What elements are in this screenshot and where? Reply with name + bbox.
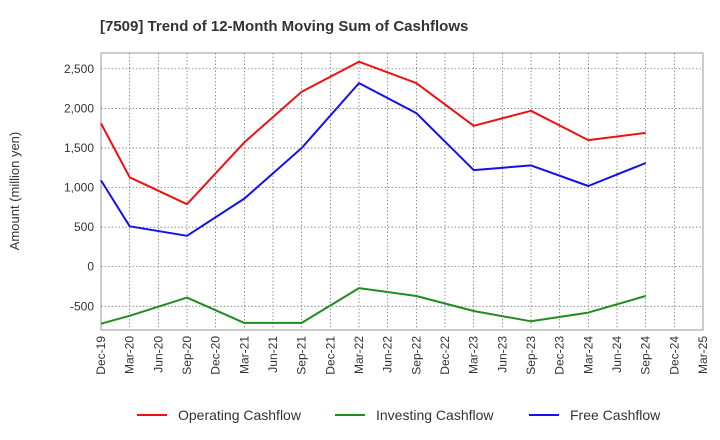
x-tick-label: Mar-21 [237,336,251,374]
x-tick-label: Jun-23 [495,336,509,373]
legend-label-investing-cashflow: Investing Cashflow [376,407,494,423]
series-line-operating-cashflow [100,60,646,206]
x-tick-label: Dec-24 [667,336,681,375]
legend: Operating Cashflow Investing Cashflow Free… [137,407,661,423]
x-tick-label: Jun-20 [151,336,165,373]
x-tick-label: Sep-23 [524,336,538,375]
legend-label-free-cashflow: Free Cashflow [570,407,661,423]
plot-area [100,52,704,331]
x-tick-label: Dec-22 [438,336,452,375]
y-axis: -500 0 500 1,000 1,500 2,000 2,500 [64,62,94,313]
x-tick-label: Mar-20 [123,336,137,374]
series-line-free-cashflow [100,82,647,237]
x-tick-label: Sep-22 [409,336,423,375]
x-tick-label: Sep-21 [295,336,309,375]
y-tick-label: 2,000 [64,101,94,115]
y-tick-label: 1,500 [64,141,94,155]
x-tick-label: Sep-24 [639,336,653,375]
y-tick-label: 1,000 [64,181,94,195]
legend-label-operating-cashflow: Operating Cashflow [178,407,302,423]
x-tick-label: Dec-21 [323,336,337,375]
chart-title: [7509] Trend of 12-Month Moving Sum of C… [100,18,468,35]
x-axis: Dec-19 Mar-20 Jun-20 Sep-20 Dec-20 Mar-21 Jun-… [94,336,710,375]
y-tick-label: 0 [87,260,94,274]
x-tick-label: Mar-23 [467,336,481,374]
x-tick-label: Mar-24 [581,336,595,374]
x-tick-label: Mar-22 [352,336,366,374]
y-tick-label: 2,500 [64,62,94,76]
y-axis-label: Amount (million yen) [7,132,22,251]
x-tick-label: Sep-20 [180,336,194,375]
y-tick-label: 500 [74,220,94,234]
y-tick-label: -500 [70,299,94,313]
x-tick-label: Jun-21 [266,336,280,373]
x-tick-label: Jun-24 [610,336,624,373]
series-lines [100,60,647,325]
x-tick-label: Dec-23 [553,336,567,375]
series-line-investing-cashflow [100,287,646,325]
x-tick-label: Dec-20 [209,336,223,375]
x-tick-label: Mar-25 [696,336,710,374]
x-tick-label: Dec-19 [94,336,108,375]
x-tick-label: Jun-22 [381,336,395,373]
grid-lines [101,53,703,330]
